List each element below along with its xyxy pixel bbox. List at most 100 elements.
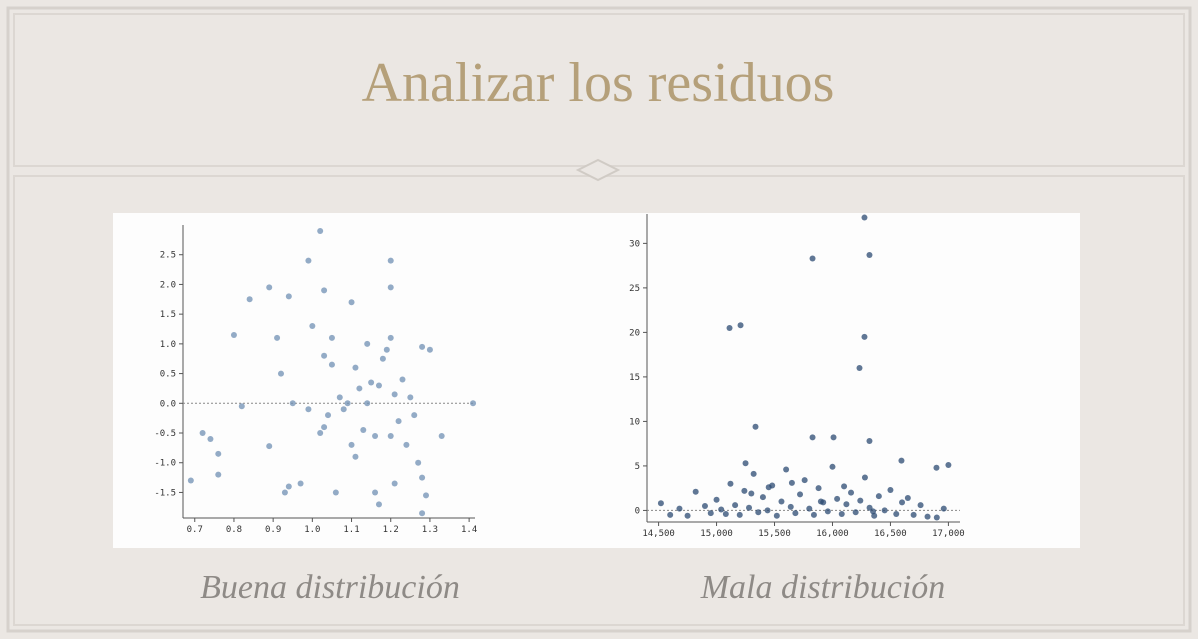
point [266,443,273,450]
chart-panel [113,213,1080,548]
point [368,379,375,386]
point [940,505,947,512]
point [215,450,222,457]
point [797,491,804,498]
point [899,499,906,506]
point [321,424,328,431]
chart-caption: Mala distribución [700,569,946,606]
point [344,400,351,407]
point [870,508,877,515]
point [841,483,848,490]
point [787,503,794,510]
x-tick-label: 17,000 [932,529,965,539]
point [285,293,292,300]
point [718,506,725,513]
point [391,391,398,398]
y-tick-label: 5 [635,462,640,472]
y-tick-label: 0 [635,506,640,516]
point [415,459,422,466]
point [778,498,785,505]
chart-caption: Buena distribución [200,569,460,606]
point [904,494,911,501]
y-tick-label: 2.0 [160,280,176,290]
point [810,511,817,518]
point [917,502,924,509]
point [752,423,759,430]
x-tick-label: 1.4 [461,525,477,535]
point [317,430,324,437]
point [336,394,343,401]
point [325,412,332,419]
point [713,496,720,503]
y-tick-label: 10 [629,417,640,427]
y-tick-label: -1.0 [154,459,176,469]
point [352,453,359,460]
point [684,512,691,519]
point [348,299,355,306]
y-tick-label: 1.5 [160,310,176,320]
point [829,463,836,470]
point [676,505,683,512]
point [230,331,237,338]
point [266,284,273,291]
point [274,334,281,341]
x-tick-label: 15,000 [700,529,733,539]
y-tick-label: 15 [629,373,640,383]
x-tick-label: 1.2 [383,525,399,535]
point [861,474,868,481]
y-tick-label: 30 [629,239,640,249]
point [375,501,382,508]
point [199,430,206,437]
point [309,323,316,330]
point [657,500,664,507]
point [305,257,312,264]
point [395,418,402,425]
frame [6,6,1192,633]
point [317,227,324,234]
point [692,488,699,495]
y-tick-label: 20 [629,328,640,338]
point [809,434,816,441]
point [746,504,753,511]
point [924,513,931,520]
y-tick-label: 2.5 [160,251,176,261]
point [806,505,813,512]
point [305,406,312,413]
point [387,257,394,264]
point [742,460,749,467]
x-tick-label: 15,500 [758,529,791,539]
point [834,495,841,502]
x-tick-label: 16,500 [874,529,907,539]
point [866,251,873,258]
point [387,432,394,439]
point [375,382,382,389]
point [238,403,245,410]
point [379,355,386,362]
point [881,507,888,514]
point [411,412,418,419]
point [898,457,905,464]
point [748,490,755,497]
point [187,477,194,484]
y-tick-label: 1.0 [160,340,176,350]
point [861,214,868,221]
y-tick-label: -0.5 [154,429,176,439]
point [838,510,845,517]
point [419,510,426,517]
point [321,352,328,359]
point [423,492,430,499]
point [419,474,426,481]
point [332,489,339,496]
point [707,510,714,517]
point [215,471,222,478]
point [340,406,347,413]
point [765,484,772,491]
point [722,510,729,517]
point [364,340,371,347]
point [372,489,379,496]
point [364,400,371,407]
point [788,479,795,486]
point [736,511,743,518]
point [910,511,917,518]
point [815,485,822,492]
